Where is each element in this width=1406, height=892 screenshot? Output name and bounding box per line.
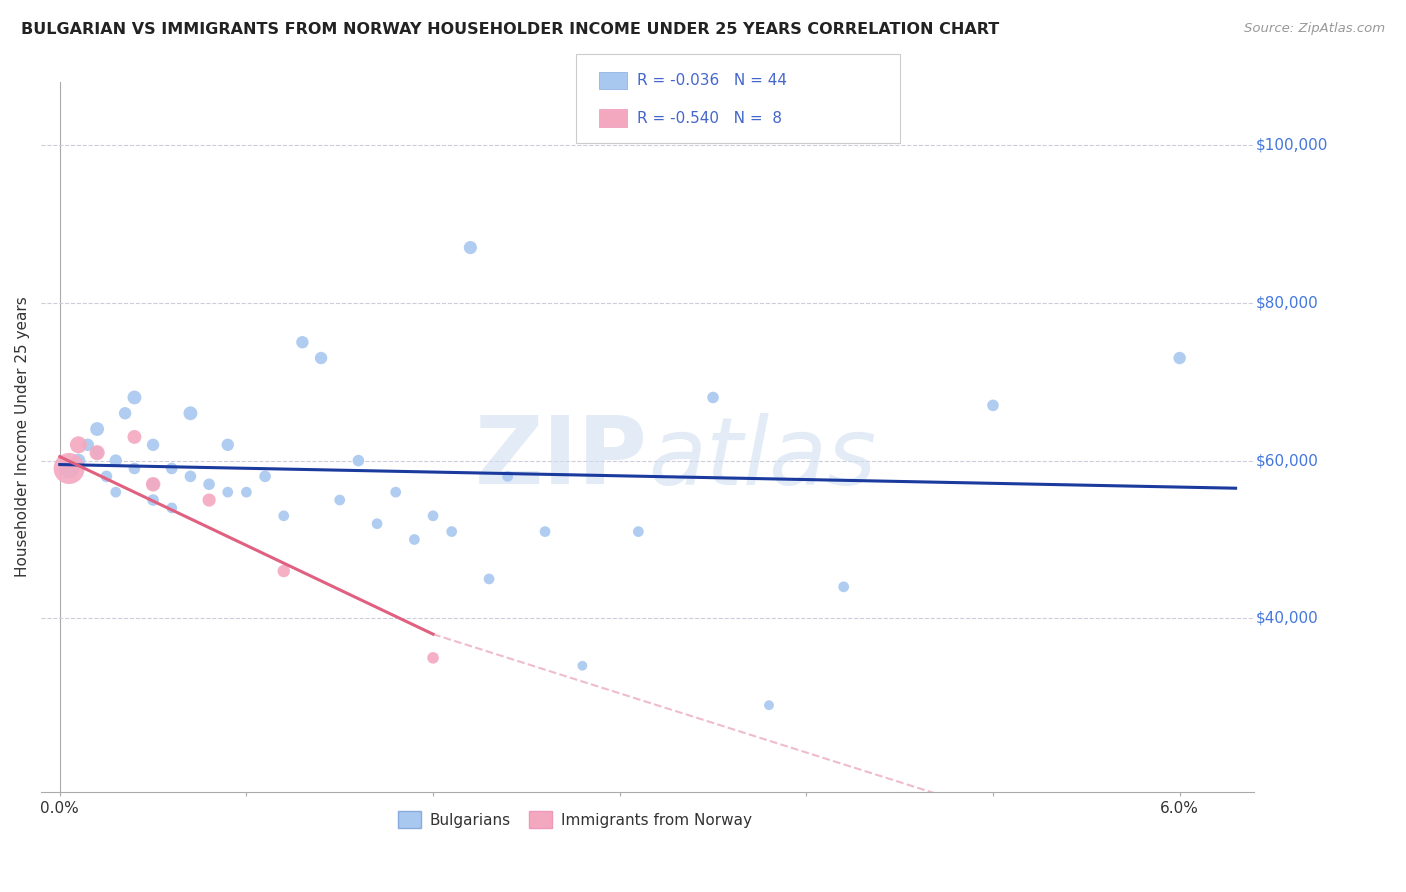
Point: [422, 650, 444, 665]
Point: [273, 564, 295, 578]
Point: [198, 477, 221, 491]
Point: [86, 446, 108, 460]
Point: [76, 438, 98, 452]
Point: [124, 461, 146, 475]
Point: [160, 461, 183, 475]
Text: $60,000: $60,000: [1256, 453, 1319, 468]
Point: [198, 493, 221, 508]
Text: Source: ZipAtlas.com: Source: ZipAtlas.com: [1244, 22, 1385, 36]
Point: [86, 422, 108, 436]
Legend: Bulgarians, Immigrants from Norway: Bulgarians, Immigrants from Norway: [391, 805, 758, 834]
Point: [478, 572, 501, 586]
Point: [114, 406, 136, 420]
Point: [366, 516, 388, 531]
Point: [179, 406, 201, 420]
Point: [67, 438, 90, 452]
Point: [404, 533, 426, 547]
Point: [347, 453, 370, 467]
Point: [124, 391, 146, 405]
Point: [832, 580, 855, 594]
Text: $100,000: $100,000: [1256, 137, 1327, 153]
Point: [758, 698, 780, 713]
Text: BULGARIAN VS IMMIGRANTS FROM NORWAY HOUSEHOLDER INCOME UNDER 25 YEARS CORRELATIO: BULGARIAN VS IMMIGRANTS FROM NORWAY HOUS…: [21, 22, 1000, 37]
Text: $80,000: $80,000: [1256, 295, 1319, 310]
Point: [1168, 351, 1191, 365]
Point: [534, 524, 557, 539]
Point: [142, 477, 165, 491]
Text: R = -0.540   N =  8: R = -0.540 N = 8: [637, 111, 782, 126]
Point: [571, 658, 593, 673]
Point: [160, 500, 183, 515]
Point: [291, 335, 314, 350]
Point: [179, 469, 201, 483]
Text: ZIP: ZIP: [475, 412, 648, 504]
Text: $40,000: $40,000: [1256, 611, 1319, 626]
Point: [217, 485, 239, 500]
Point: [104, 485, 127, 500]
Point: [981, 398, 1004, 412]
Point: [124, 430, 146, 444]
Point: [235, 485, 257, 500]
Point: [58, 461, 80, 475]
Point: [217, 438, 239, 452]
Point: [422, 508, 444, 523]
Point: [96, 469, 118, 483]
Point: [309, 351, 332, 365]
Point: [142, 477, 165, 491]
Point: [273, 508, 295, 523]
Point: [67, 453, 90, 467]
Point: [627, 524, 650, 539]
Point: [702, 391, 724, 405]
Text: R = -0.036   N = 44: R = -0.036 N = 44: [637, 73, 787, 88]
Point: [440, 524, 463, 539]
Y-axis label: Householder Income Under 25 years: Householder Income Under 25 years: [15, 296, 30, 577]
Point: [86, 446, 108, 460]
Point: [384, 485, 406, 500]
Point: [142, 438, 165, 452]
Text: atlas: atlas: [648, 413, 876, 504]
Point: [104, 453, 127, 467]
Point: [496, 469, 519, 483]
Point: [460, 241, 482, 255]
Point: [254, 469, 277, 483]
Point: [329, 493, 352, 508]
Point: [142, 493, 165, 508]
Point: [58, 461, 80, 475]
